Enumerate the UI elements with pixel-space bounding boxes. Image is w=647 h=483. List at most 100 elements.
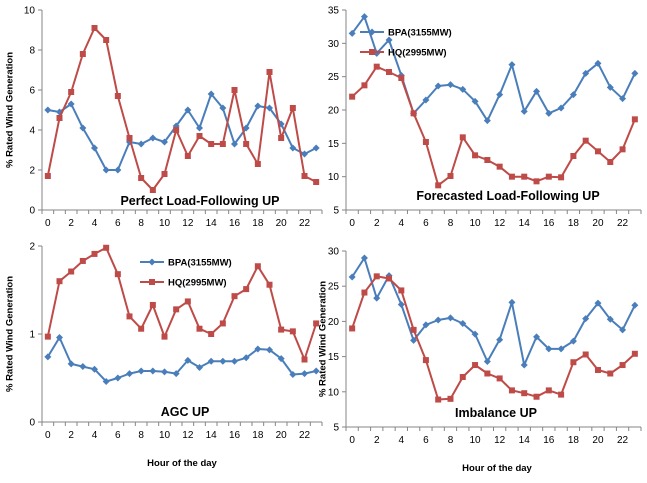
- data-point: [254, 263, 261, 270]
- y-tick-label: 15: [328, 139, 340, 150]
- y-axis-label: % Rated Wind Generation: [4, 276, 15, 392]
- data-point: [126, 313, 133, 320]
- data-point: [312, 144, 320, 152]
- data-point: [533, 333, 541, 341]
- data-point: [619, 326, 627, 334]
- data-point: [520, 361, 528, 369]
- panel-title: Forecasted Load-Following UP: [416, 189, 599, 203]
- data-point: [149, 187, 156, 193]
- x-tick-label: 6: [423, 218, 429, 229]
- data-point: [254, 161, 261, 167]
- x-tick-label: 16: [229, 430, 241, 441]
- data-point: [545, 109, 553, 117]
- data-point: [619, 146, 626, 153]
- data-point: [114, 374, 122, 382]
- data-point: [67, 100, 75, 108]
- data-point: [349, 93, 356, 100]
- data-point: [149, 301, 156, 308]
- x-tick-label: 14: [519, 218, 531, 229]
- data-point: [386, 69, 393, 75]
- legend-swatch-marker: [149, 279, 155, 285]
- series-line: [351, 275, 636, 401]
- data-point: [278, 135, 285, 141]
- data-point: [126, 135, 133, 141]
- data-point: [545, 173, 552, 180]
- data-point: [484, 157, 491, 163]
- data-point: [312, 367, 320, 375]
- data-point: [44, 106, 52, 114]
- data-point: [594, 148, 601, 155]
- data-point: [508, 298, 516, 306]
- series-line: [46, 336, 317, 383]
- data-point: [607, 370, 614, 377]
- x-tick-label: 6: [423, 435, 429, 446]
- data-point: [103, 244, 110, 251]
- y-tick-label: 6: [29, 86, 35, 97]
- data-point: [422, 139, 429, 145]
- x-tick-label: 8: [448, 218, 454, 229]
- y-tick-label: 20: [328, 317, 340, 328]
- y-tick-label: 15: [328, 352, 340, 363]
- x-tick-label: 6: [115, 430, 121, 441]
- data-point: [398, 287, 405, 294]
- data-point: [373, 63, 380, 70]
- x-tick-label: 16: [543, 435, 555, 446]
- data-point: [56, 334, 63, 342]
- data-point: [44, 333, 51, 340]
- data-point: [533, 393, 540, 400]
- data-point: [278, 326, 285, 333]
- data-point: [496, 336, 504, 344]
- data-point: [373, 294, 381, 302]
- data-point: [508, 173, 515, 180]
- x-tick-label: 14: [206, 218, 218, 229]
- x-tick-label: 0: [45, 430, 51, 441]
- data-point: [533, 87, 541, 95]
- data-point: [447, 173, 454, 179]
- data-point: [631, 301, 639, 309]
- x-tick-label: 10: [470, 218, 482, 229]
- data-point: [557, 345, 565, 353]
- x-tick-label: 20: [592, 435, 604, 446]
- data-point: [348, 273, 356, 281]
- x-tick-label: 10: [159, 430, 171, 441]
- series-line: [47, 93, 317, 171]
- y-tick-label: 10: [24, 6, 36, 17]
- x-tick-label: 20: [276, 218, 288, 229]
- data-point: [434, 316, 442, 324]
- data-point: [386, 275, 393, 282]
- data-point: [184, 106, 192, 114]
- data-point: [434, 82, 442, 90]
- x-tick-label: 20: [276, 430, 288, 441]
- x-tick-label: 14: [519, 435, 531, 446]
- data-point: [631, 350, 638, 357]
- data-point: [196, 124, 203, 132]
- x-tick-label: 18: [252, 430, 264, 441]
- data-point: [231, 357, 238, 365]
- data-point: [208, 141, 215, 147]
- y-tick-label: 35: [328, 6, 340, 17]
- data-point: [594, 299, 602, 307]
- data-point: [242, 124, 250, 132]
- data-point: [533, 178, 540, 185]
- data-point: [266, 281, 273, 288]
- x-tick-label: 18: [568, 218, 580, 229]
- legend-label: HQ(2995MW): [388, 48, 447, 59]
- data-point: [631, 69, 639, 77]
- data-point: [545, 345, 553, 353]
- x-tick-label: 22: [617, 218, 629, 229]
- y-axis-label: % Rated Wind Generation: [4, 52, 15, 168]
- data-point: [184, 153, 191, 159]
- data-point: [361, 289, 368, 296]
- x-tick-label: 2: [374, 435, 380, 446]
- data-point: [254, 102, 262, 110]
- data-point: [471, 97, 479, 105]
- data-point: [137, 367, 145, 375]
- data-point: [138, 175, 145, 181]
- y-tick-label: 0: [29, 418, 35, 429]
- data-point: [606, 83, 614, 91]
- data-point: [348, 29, 356, 37]
- data-point: [582, 137, 589, 144]
- data-point: [496, 163, 503, 170]
- chart-imbalance: 5 10 15 20 25 30 0 2 4 6 8 10 12 14 16 18 20 22 Imbalance …: [317, 247, 642, 474]
